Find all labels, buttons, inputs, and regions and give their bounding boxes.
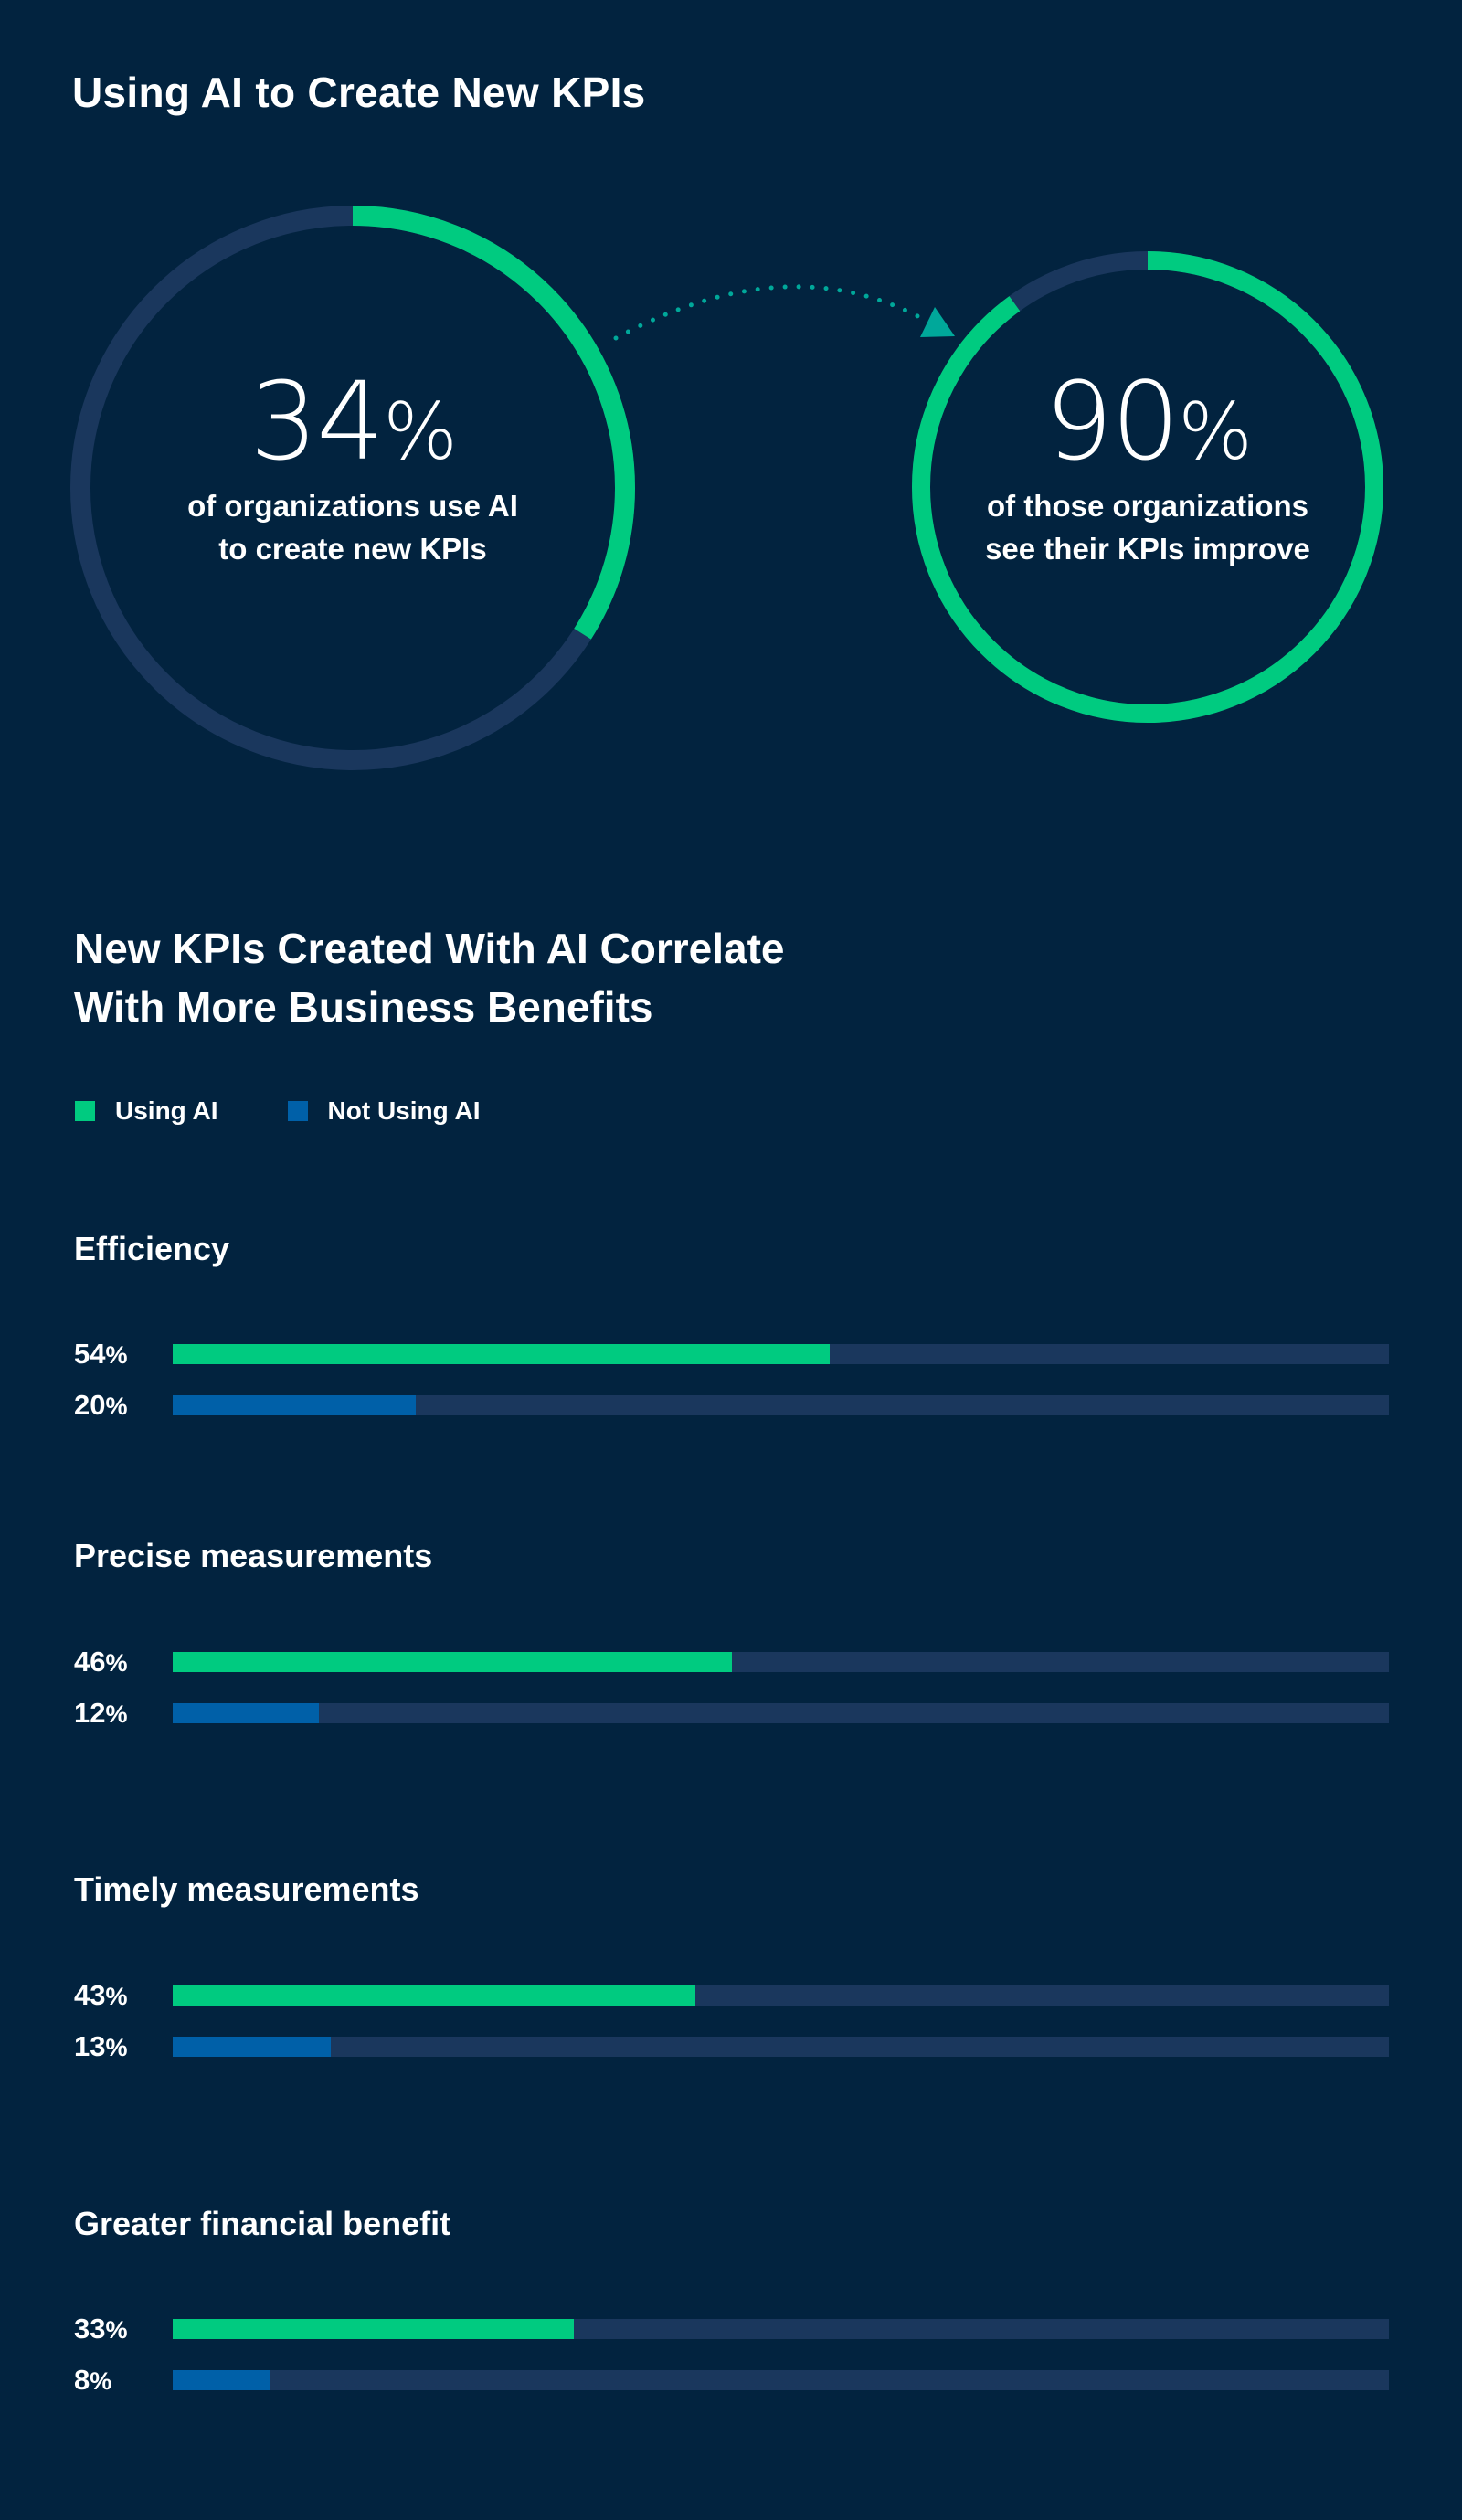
bar-row-not-using-ai: 13% xyxy=(74,2028,1390,2065)
bar-value: 13% xyxy=(74,2030,173,2063)
bar-value-unit: % xyxy=(105,1700,128,1728)
bar-track xyxy=(173,1395,1389,1415)
bar-track xyxy=(173,2037,1389,2057)
stat-left-unit: % xyxy=(383,386,458,478)
stat-left-caption-line1: of organizations use AI xyxy=(187,489,518,523)
bar-fill-not-using-ai xyxy=(173,2037,332,2057)
bar-value-unit: % xyxy=(105,1341,128,1369)
stat-right: 90% of those organizations see their KPI… xyxy=(919,367,1376,570)
bar-value-unit: % xyxy=(105,1392,128,1420)
bar-value-number: 33 xyxy=(74,2313,106,2345)
donut-right xyxy=(912,251,1383,723)
bar-row-using-ai: 54% xyxy=(74,1336,1390,1372)
legend-label: Not Using AI xyxy=(327,1096,481,1125)
bar-fill-using-ai xyxy=(173,1652,733,1672)
group-label-greater-financial-benefit: Greater financial benefit xyxy=(74,2205,451,2242)
bar-value-number: 13 xyxy=(74,2030,106,2062)
group-label-efficiency: Efficiency xyxy=(74,1230,230,1267)
bar-track xyxy=(173,2319,1389,2339)
bar-value: 33% xyxy=(74,2313,173,2345)
stat-left-number: 34 xyxy=(249,358,385,484)
bar-value: 12% xyxy=(74,1697,173,1730)
bar-value-number: 43 xyxy=(74,1979,106,2011)
legend-swatch-blue-icon xyxy=(287,1101,308,1121)
bar-value: 20% xyxy=(74,1389,173,1422)
bar-row-not-using-ai: 8% xyxy=(74,2362,1390,2398)
bar-fill-using-ai xyxy=(173,1344,830,1364)
bar-row-not-using-ai: 12% xyxy=(74,1695,1390,1731)
bar-track xyxy=(173,2370,1389,2390)
bar-row-using-ai: 43% xyxy=(74,1977,1390,2014)
legend-item-not-using-ai: Not Using AI xyxy=(287,1096,481,1126)
bar-fill-not-using-ai xyxy=(173,1703,319,1723)
bar-value-unit: % xyxy=(105,2316,128,2344)
bar-track xyxy=(173,1652,1389,1672)
stat-right-unit: % xyxy=(1178,386,1253,478)
stat-left: 34% of organizations use AI to create ne… xyxy=(124,367,581,570)
stat-right-caption-line1: of those organizations xyxy=(986,489,1308,523)
section-title-benefits: New KPIs Created With AI Correlate With … xyxy=(74,919,896,1036)
stat-left-caption-line2: to create new KPIs xyxy=(218,532,487,566)
stat-left-value: 34% xyxy=(124,367,581,475)
bar-value: 43% xyxy=(74,1979,173,2012)
group-label-timely-measurements: Timely measurements xyxy=(74,1870,419,1908)
stat-right-value: 90% xyxy=(919,367,1376,475)
section-title-kpis: Using AI to Create New KPIs xyxy=(72,69,646,116)
bar-fill-not-using-ai xyxy=(173,1395,417,1415)
chart-legend: Using AI Not Using AI xyxy=(75,1096,549,1126)
dotted-arrow-icon xyxy=(613,284,955,341)
stat-left-caption: of organizations use AI to create new KP… xyxy=(124,484,581,570)
bar-value-number: 46 xyxy=(74,1646,106,1678)
legend-swatch-green-icon xyxy=(75,1101,95,1121)
bar-row-not-using-ai: 20% xyxy=(74,1387,1390,1424)
legend-item-using-ai: Using AI xyxy=(75,1096,218,1126)
bar-fill-using-ai xyxy=(173,2319,575,2339)
stat-right-caption: of those organizations see their KPIs im… xyxy=(919,484,1376,570)
bar-fill-using-ai xyxy=(173,1985,696,2006)
bar-value-unit: % xyxy=(105,1649,128,1677)
bar-row-using-ai: 46% xyxy=(74,1644,1390,1680)
bar-value-number: 8 xyxy=(74,2364,90,2396)
section-title-benefits-line2: With More Business Benefits xyxy=(74,983,653,1031)
section-title-benefits-line1: New KPIs Created With AI Correlate xyxy=(74,925,785,972)
bar-track xyxy=(173,1703,1389,1723)
bar-value-number: 20 xyxy=(74,1389,106,1421)
group-label-precise-measurements: Precise measurements xyxy=(74,1537,433,1574)
bar-value-number: 12 xyxy=(74,1697,106,1729)
bar-value-unit: % xyxy=(105,1983,128,2010)
bar-value-unit: % xyxy=(90,2367,112,2395)
donut-left xyxy=(70,206,635,770)
bar-value: 8% xyxy=(74,2364,173,2397)
bar-value: 46% xyxy=(74,1646,173,1678)
bar-fill-not-using-ai xyxy=(173,2370,270,2390)
bar-track xyxy=(173,1344,1389,1364)
legend-label: Using AI xyxy=(115,1096,218,1125)
donut-rings xyxy=(70,206,1383,770)
bar-value-number: 54 xyxy=(74,1338,106,1370)
bar-value-unit: % xyxy=(105,2034,128,2061)
stat-right-number: 90 xyxy=(1044,358,1180,484)
bar-value: 54% xyxy=(74,1338,173,1371)
stat-right-caption-line2: see their KPIs improve xyxy=(985,532,1310,566)
bar-row-using-ai: 33% xyxy=(74,2311,1390,2347)
bar-track xyxy=(173,1985,1389,2006)
